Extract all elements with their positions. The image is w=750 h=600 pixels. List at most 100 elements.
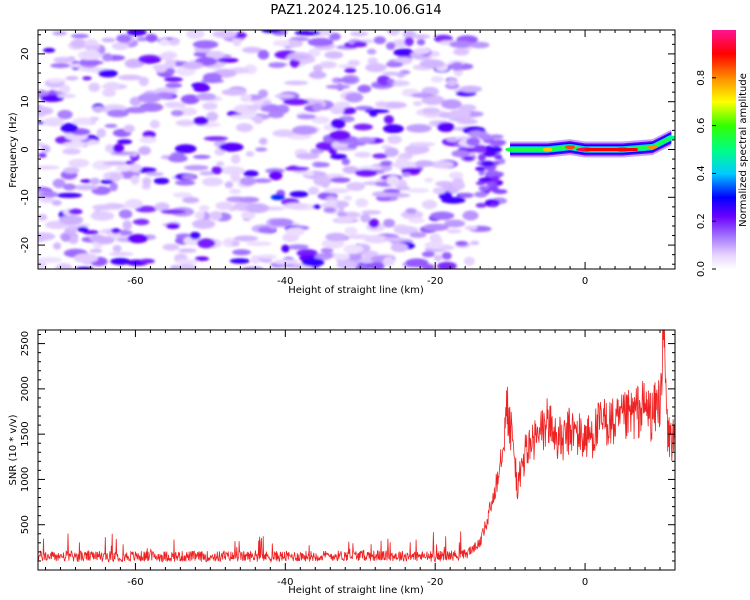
heatmap-cell (354, 169, 378, 177)
heatmap-cell (255, 147, 268, 152)
snr-ticks: -60 -40 -20 0 500 1000 1500 2000 2500 (20, 330, 676, 588)
heatmap-cell (241, 211, 256, 220)
heatmap-cell (215, 201, 233, 211)
heatmap-cell (477, 153, 486, 162)
heatmap-cell (383, 188, 401, 193)
heatmap-cell (321, 238, 345, 249)
x-tick-label: -60 (127, 276, 143, 287)
y-tick-label: 500 (20, 515, 31, 534)
heatmap-cell (312, 204, 322, 210)
colorbar-tick-label: 0.8 (696, 70, 707, 86)
heatmap-cell (326, 199, 338, 207)
heatmap-cell (239, 196, 260, 203)
heatmap-cell (76, 226, 89, 232)
heatmap-cell (308, 71, 327, 79)
heatmap-blobs (38, 30, 508, 269)
heatmap-cell (289, 58, 300, 68)
heatmap-cell (488, 146, 503, 153)
heatmap-cell (273, 39, 290, 47)
heatmap-cell (59, 84, 71, 94)
heatmap-cell (63, 183, 76, 191)
heatmap-cell (241, 46, 263, 54)
heatmap-cell (462, 210, 479, 221)
heatmap-cell (424, 177, 434, 183)
heatmap-cell (390, 242, 409, 253)
heatmap-cell (329, 130, 351, 141)
snr-ylabel: SNR (10 * v/v) (8, 414, 19, 485)
heatmap-cell (421, 199, 438, 210)
heatmap-cell (50, 63, 71, 69)
colorbar-tick-label: 0.6 (696, 118, 707, 134)
heatmap-cell (410, 92, 434, 98)
heatmap-cell (354, 105, 374, 111)
heatmap-cell (311, 116, 331, 124)
heatmap-cell (365, 63, 387, 73)
heatmap-cell (70, 38, 87, 49)
heatmap-cell (191, 219, 216, 229)
heatmap-cell (217, 57, 239, 63)
heatmap-cell (422, 107, 440, 115)
heatmap-cell (404, 144, 430, 155)
heatmap-cell (122, 220, 132, 231)
heatmap-cell (175, 119, 196, 127)
heatmap-cell (57, 93, 76, 98)
heatmap-cell (108, 251, 134, 256)
heatmap-cell (462, 156, 475, 161)
heatmap-cell (292, 125, 318, 135)
heatmap-cell (240, 94, 252, 103)
heatmap-cell (230, 114, 255, 119)
heatmap-cell (164, 76, 183, 82)
heatmap-cell (160, 209, 186, 215)
heatmap-cell (343, 195, 353, 201)
heatmap-cell (127, 234, 149, 244)
heatmap-cell (382, 71, 401, 76)
heatmap-cell (281, 244, 290, 253)
heatmap-cell (51, 199, 62, 206)
heatmap-cell (42, 117, 64, 127)
heatmap-cell (58, 215, 84, 225)
heatmap-cell (495, 171, 504, 177)
x-tick-label: -20 (427, 276, 443, 287)
heatmap-cell (341, 158, 350, 166)
heatmap-cell (459, 85, 483, 93)
heatmap-cell (245, 151, 255, 157)
colorbar-tick-label: 0.4 (696, 165, 707, 181)
heatmap-cell (334, 101, 351, 109)
heatmap-cell (283, 98, 309, 106)
signal-peak (542, 147, 553, 152)
heatmap-layer (38, 30, 675, 269)
heatmap-cell (490, 141, 504, 147)
heatmap-cell (115, 165, 132, 172)
heatmap-cell (180, 94, 200, 105)
heatmap-cell (475, 203, 487, 208)
heatmap-cell (139, 57, 160, 64)
heatmap-cell (138, 76, 149, 87)
heatmap-cell (258, 137, 268, 145)
heatmap-cell (174, 144, 197, 154)
heatmap-cell (386, 175, 400, 186)
heatmap-cell (38, 106, 54, 116)
heatmap-cell (372, 153, 388, 159)
snr-frame (37, 329, 676, 571)
heatmap-cell (216, 161, 225, 167)
heatmap-cell (473, 144, 488, 153)
heatmap-cell (158, 38, 170, 46)
heatmap-cell (294, 30, 321, 36)
heatmap-cell (38, 165, 60, 170)
heatmap-cell (325, 84, 351, 90)
heatmap-cell (232, 36, 242, 47)
heatmap-cell (449, 40, 473, 49)
heatmap-cell (435, 181, 455, 187)
heatmap-cell (40, 191, 59, 198)
heatmap-cell (296, 114, 317, 120)
heatmap-cell (324, 188, 350, 194)
heatmap-cell (73, 253, 99, 264)
heatmap-cell (72, 117, 95, 126)
heatmap-cell (165, 223, 180, 229)
heatmap-cell (324, 51, 344, 59)
heatmap-cell (395, 157, 409, 168)
heatmap-cell (343, 244, 364, 254)
heatmap-cell (89, 116, 100, 122)
heatmap-cell (195, 93, 217, 101)
heatmap-cell (149, 119, 160, 129)
